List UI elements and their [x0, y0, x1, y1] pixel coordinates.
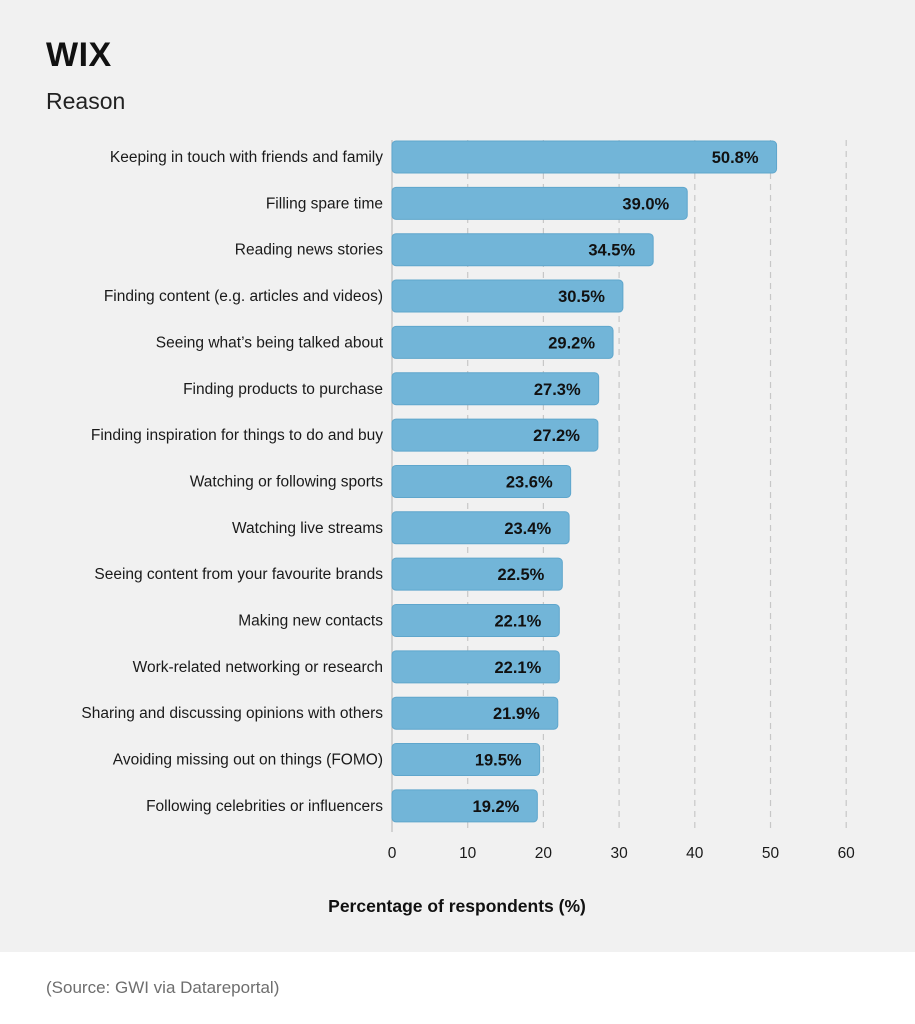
x-axis-title: Percentage of respondents (%): [328, 896, 586, 916]
wix-logo: WIX: [46, 36, 112, 74]
bar-value-label: 27.2%: [533, 427, 580, 445]
category-label: Avoiding missing out on things (FOMO): [113, 752, 383, 769]
bar: [391, 511, 570, 545]
bar: [391, 650, 560, 684]
category-label: Finding content (e.g. articles and video…: [104, 288, 383, 305]
bar: [391, 789, 538, 823]
category-label: Filling spare time: [266, 195, 383, 212]
bar-value-label: 27.3%: [534, 381, 581, 399]
category-label: Finding products to purchase: [183, 381, 383, 398]
x-tick-label: 30: [610, 845, 628, 862]
bar: [391, 557, 563, 591]
bar: [391, 140, 778, 174]
bar-value-label: 30.5%: [558, 288, 605, 306]
category-label: Watching or following sports: [190, 473, 384, 490]
bar: [391, 743, 541, 777]
category-label: Following celebrities or influencers: [146, 798, 383, 815]
category-label: Keeping in touch with friends and family: [110, 149, 383, 166]
bar: [391, 418, 599, 452]
bar-value-label: 19.5%: [475, 752, 522, 770]
x-tick-label: 20: [535, 845, 553, 862]
bar-value-label: 22.1%: [495, 613, 542, 631]
x-tick-label: 0: [388, 845, 397, 862]
bar: [391, 372, 600, 406]
category-labels: Keeping in touch with friends and family…: [81, 149, 383, 815]
bar-value-label: 23.4%: [504, 520, 551, 538]
bar-chart: 50.8% 39.0% 34.5% 30.5% 29.2% 27.3% 27.2% 23.6%…: [81, 140, 856, 916]
bar: [391, 233, 654, 267]
x-tick-label: 50: [762, 845, 780, 862]
source-note: (Source: GWI via Datareportal): [46, 978, 280, 997]
category-label: Work-related networking or research: [133, 659, 383, 676]
x-tick-label: 10: [459, 845, 477, 862]
bar-value-label: 50.8%: [712, 149, 759, 167]
bar-value-label: 19.2%: [473, 798, 520, 816]
category-label: Finding inspiration for things to do and…: [91, 427, 383, 444]
category-label: Reading news stories: [235, 242, 383, 259]
category-label: Watching live streams: [232, 520, 383, 537]
category-label: Seeing what’s being talked about: [156, 334, 384, 351]
chart-subtitle: Reason: [46, 88, 126, 114]
x-tick-label: 60: [838, 845, 856, 862]
bar: [391, 279, 624, 313]
bar: [391, 696, 559, 730]
bar: [391, 186, 688, 220]
bar: [391, 325, 614, 359]
bars: 50.8% 39.0% 34.5% 30.5% 29.2% 27.3% 27.2% 23.6%…: [391, 140, 778, 823]
category-label: Making new contacts: [238, 613, 383, 630]
bar-value-label: 21.9%: [493, 705, 540, 723]
x-tick-label: 40: [686, 845, 704, 862]
bar-value-label: 22.1%: [495, 659, 542, 677]
bar-value-label: 23.6%: [506, 473, 553, 491]
bar: [391, 464, 572, 498]
category-label: Sharing and discussing opinions with oth…: [81, 705, 383, 722]
bar-value-label: 22.5%: [498, 566, 545, 584]
category-label: Seeing content from your favourite brand…: [94, 566, 383, 583]
x-axis-ticks: 0 10 20 30 40 50 60: [388, 845, 856, 862]
bar-value-label: 34.5%: [588, 242, 635, 260]
bar-value-label: 29.2%: [548, 334, 595, 352]
bar: [391, 604, 560, 637]
bar-value-label: 39.0%: [622, 195, 669, 213]
